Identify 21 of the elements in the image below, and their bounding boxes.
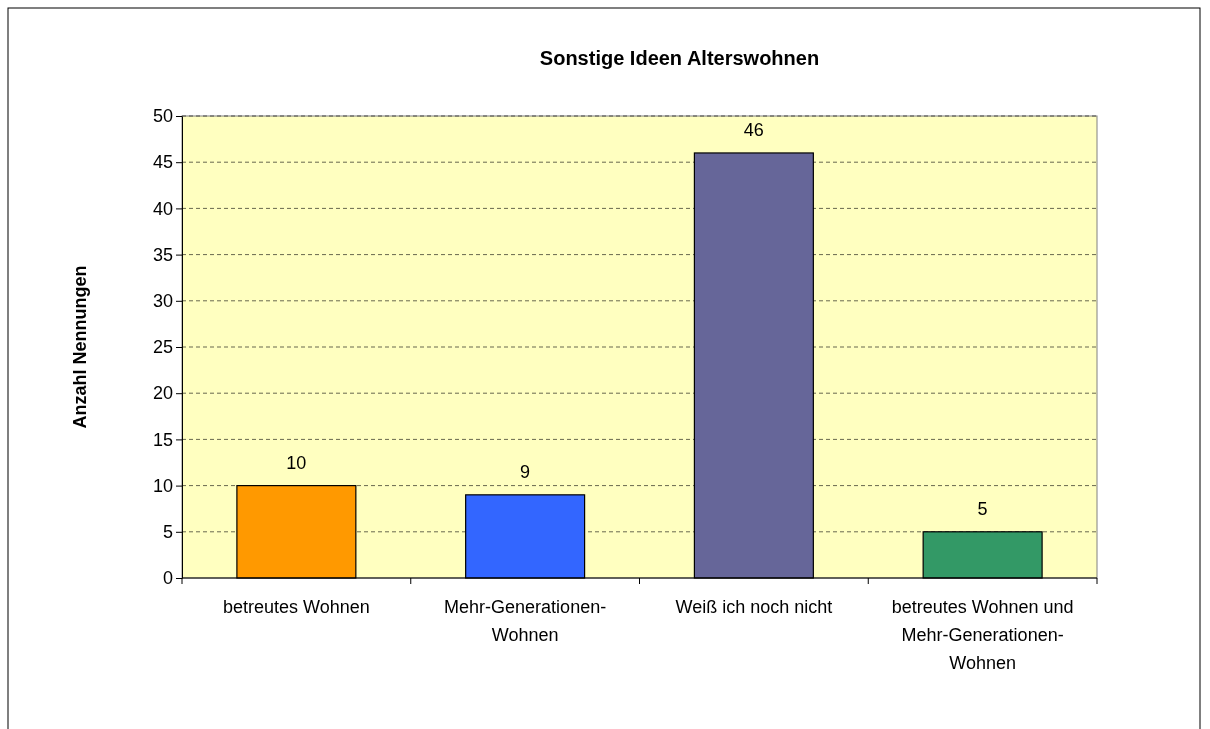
y-tick-label: 50 xyxy=(152,106,173,127)
y-tick-label: 15 xyxy=(152,429,173,450)
y-tick-label: 5 xyxy=(162,522,173,543)
data-label: 5 xyxy=(977,498,988,519)
y-tick-label: 30 xyxy=(152,291,173,312)
y-tick-label: 0 xyxy=(162,568,173,589)
y-tick-label: 10 xyxy=(152,475,173,496)
data-label: 10 xyxy=(286,452,307,473)
x-tick-label: betreutes Wohnen und Mehr-Generationen-Wohnen xyxy=(891,597,1074,673)
y-tick-label: 40 xyxy=(152,198,173,219)
y-tick-label: 45 xyxy=(152,152,173,173)
data-label: 46 xyxy=(743,119,764,140)
data-label: 9 xyxy=(520,461,531,482)
x-tick-label: Weiß ich noch nicht xyxy=(675,597,833,617)
y-tick-label: 35 xyxy=(152,244,173,265)
x-tick-label: Mehr-Generationen-Wohnen xyxy=(444,597,607,645)
chart-title: Sonstige Ideen Alterswohnen xyxy=(539,47,820,69)
y-tick-label: 25 xyxy=(152,337,173,358)
y-tick-label: 20 xyxy=(152,383,173,404)
y-axis-title: Anzahl Nennungen xyxy=(70,265,90,429)
x-tick-label: betreutes Wohnen xyxy=(222,597,370,617)
